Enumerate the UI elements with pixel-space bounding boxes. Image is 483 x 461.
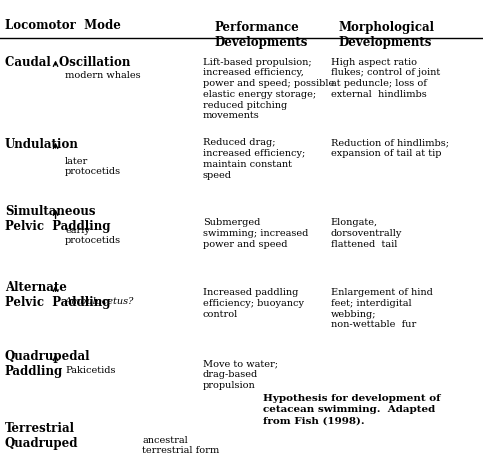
Text: Submerged
swimming; increased
power and speed: Submerged swimming; increased power and … (203, 218, 308, 248)
Text: Pakicetids: Pakicetids (65, 366, 116, 376)
Text: High aspect ratio
flukes; control of joint
at peduncle; loss of
external  hindli: High aspect ratio flukes; control of joi… (331, 58, 440, 99)
Text: Caudal  Oscillation: Caudal Oscillation (5, 56, 130, 69)
Text: Alternate
Pelvic  Paddling: Alternate Pelvic Paddling (5, 281, 110, 309)
Text: Enlargement of hind
feet; interdigital
webbing;
non-wettable  fur: Enlargement of hind feet; interdigital w… (331, 288, 433, 329)
Text: Simultaneous
Pelvic  Paddling: Simultaneous Pelvic Paddling (5, 205, 110, 233)
Text: Terrestrial
Quadruped: Terrestrial Quadruped (5, 422, 78, 450)
Text: Locomotor  Mode: Locomotor Mode (5, 19, 121, 32)
Text: Performance
Developments: Performance Developments (215, 21, 308, 49)
Text: Reduced drag;
increased efficiency;
maintain constant
speed: Reduced drag; increased efficiency; main… (203, 138, 305, 179)
Text: Undulation: Undulation (5, 138, 79, 151)
Text: Elongate,
dorsoventrally
flattened  tail: Elongate, dorsoventrally flattened tail (331, 218, 402, 248)
Text: Increased paddling
efficiency; buoyancy
control: Increased paddling efficiency; buoyancy … (203, 288, 304, 319)
Text: Morphological
Developments: Morphological Developments (338, 21, 434, 49)
Text: Reduction of hindlimbs;
expansion of tail at tip: Reduction of hindlimbs; expansion of tai… (331, 138, 449, 158)
Text: later
protocetids: later protocetids (65, 157, 121, 176)
Text: Quadrupedal
Paddling: Quadrupedal Paddling (5, 350, 90, 378)
Text: ancestral
terrestrial form: ancestral terrestrial form (142, 436, 220, 455)
Text: Lift-based propulsion;
increased efficiency,
power and speed; possible
elastic e: Lift-based propulsion; increased efficie… (203, 58, 334, 120)
Text: Ambulocetus?: Ambulocetus? (65, 297, 135, 307)
Text: modern whales: modern whales (65, 71, 141, 81)
Text: Hypothesis for development of
cetacean swimming.  Adapted
from Fish (1998).: Hypothesis for development of cetacean s… (263, 394, 440, 426)
Text: Move to water;
drag-based
propulsion: Move to water; drag-based propulsion (203, 360, 278, 390)
Text: early
protocetids: early protocetids (65, 226, 121, 245)
